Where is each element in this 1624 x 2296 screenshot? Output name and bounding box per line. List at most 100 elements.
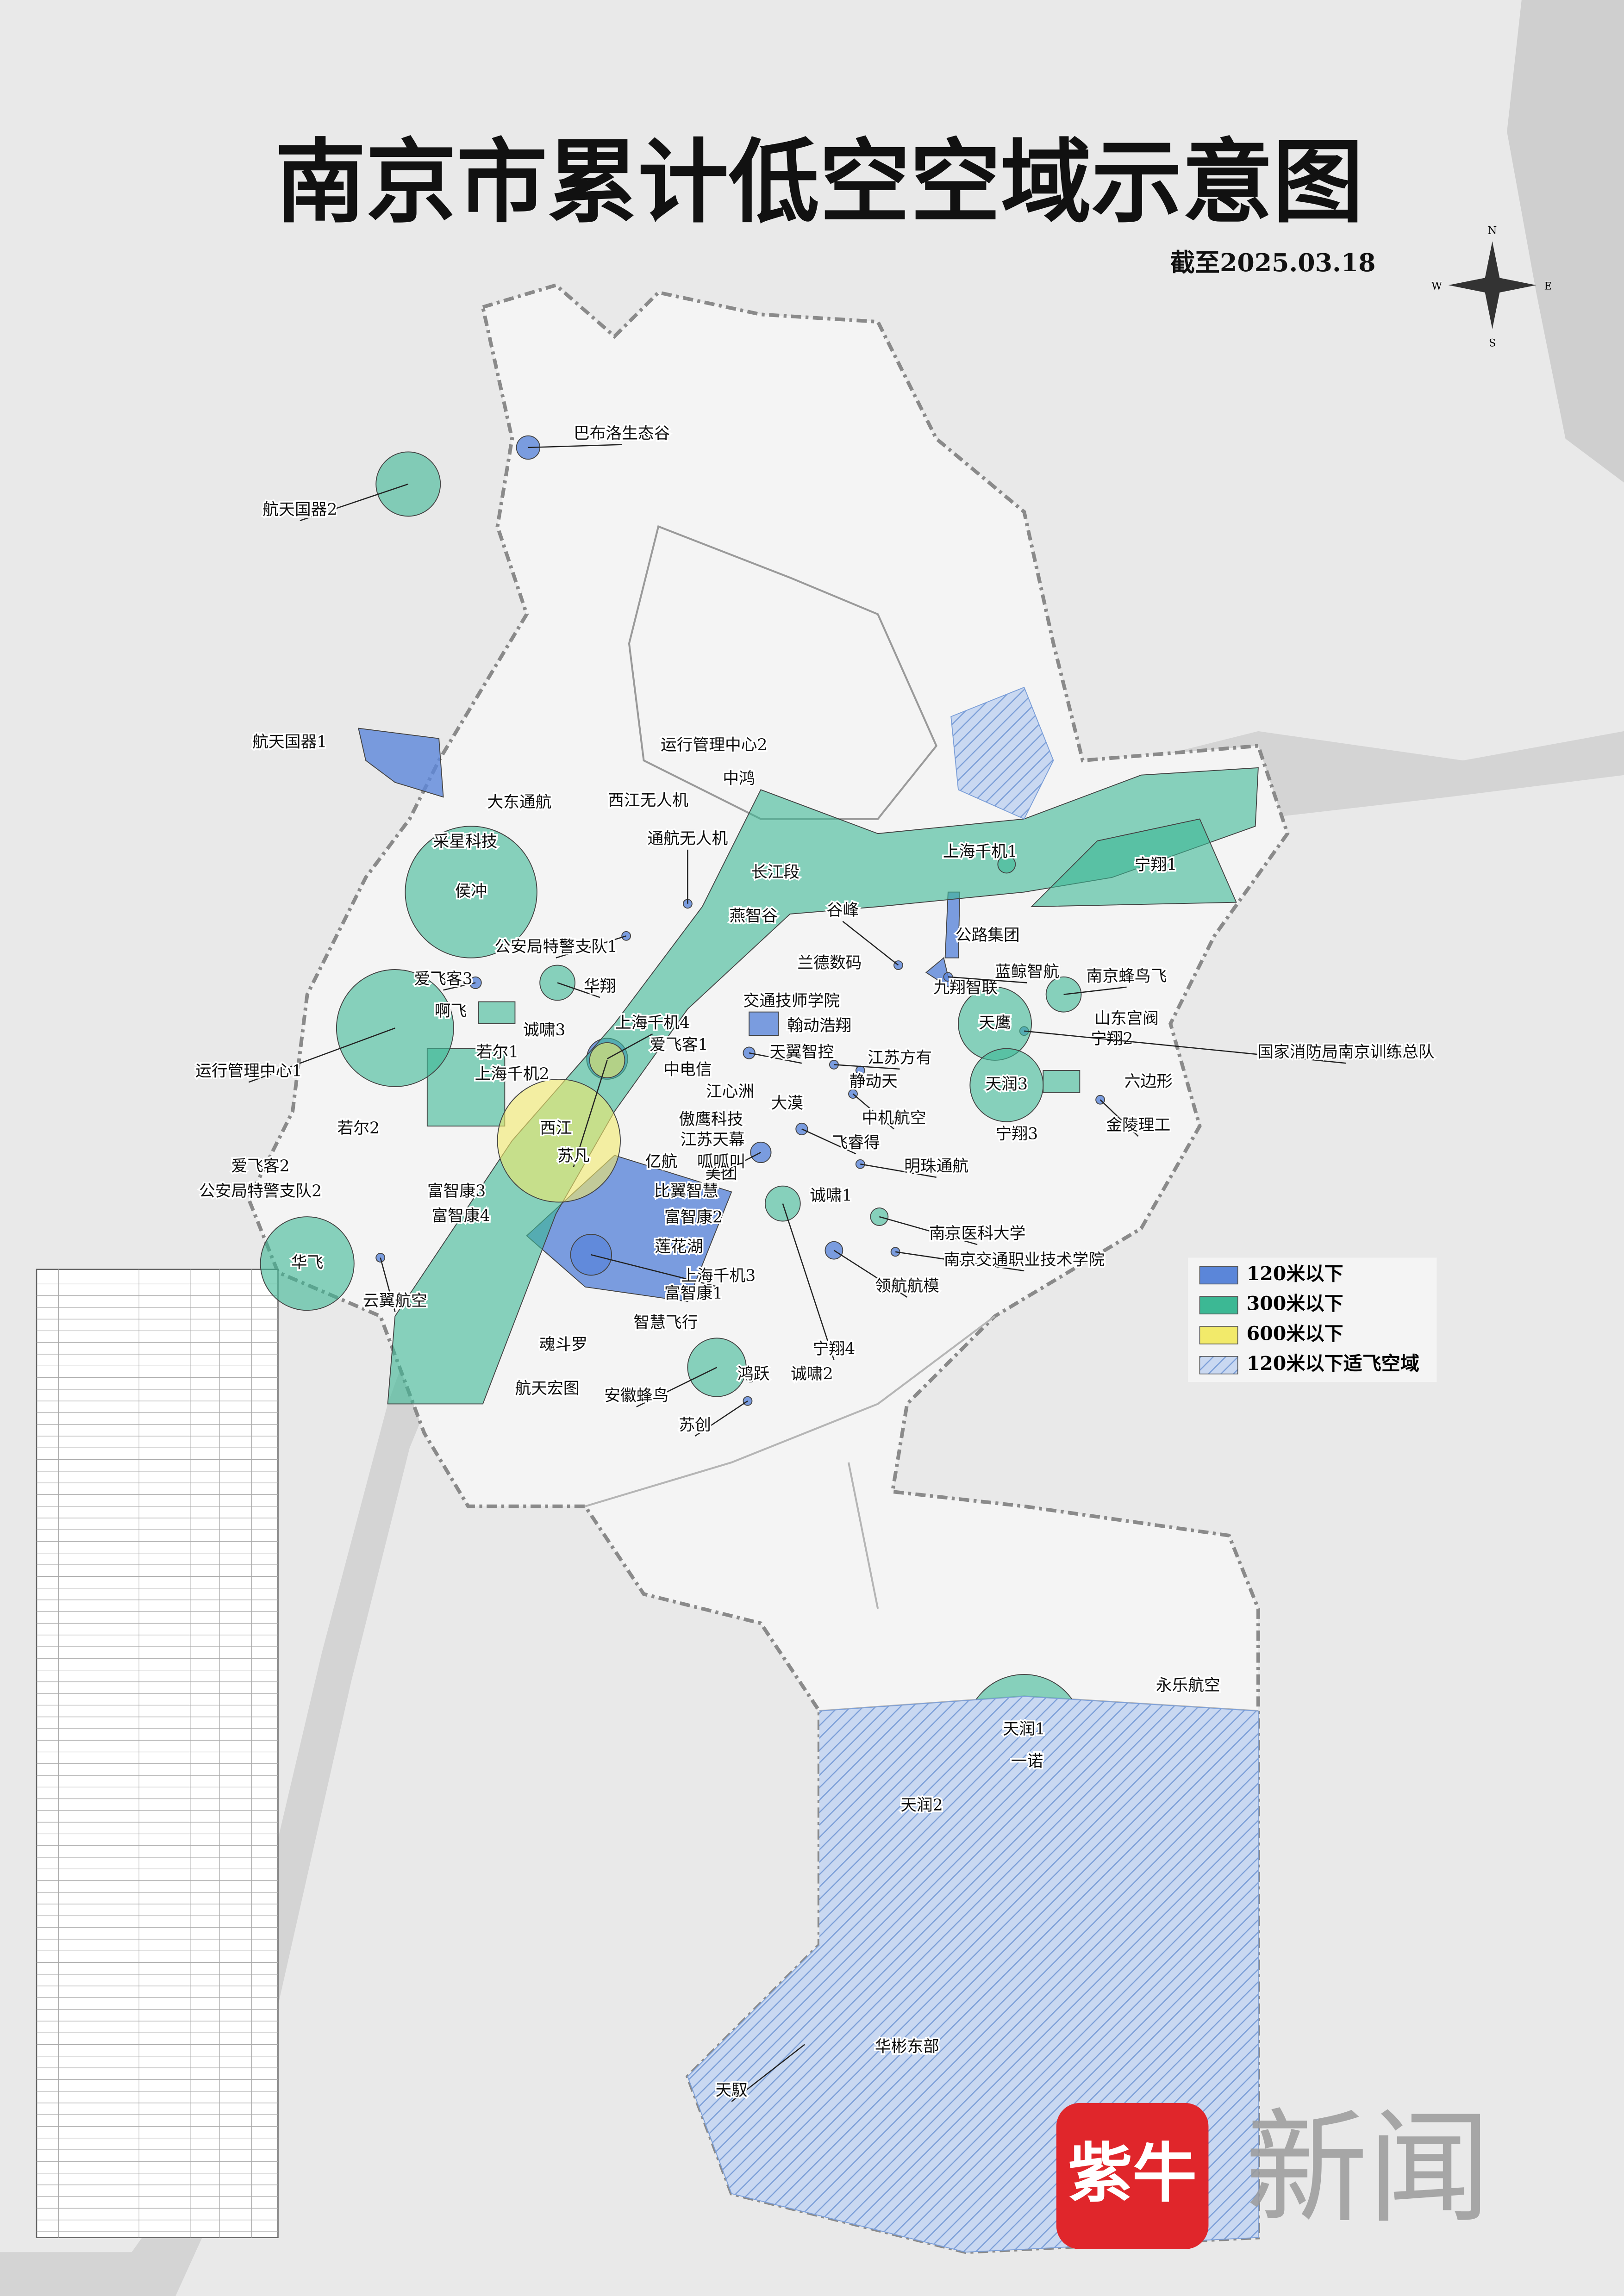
- zone-polygon: [944, 891, 961, 958]
- date: 截至2025.03.18: [1170, 248, 1376, 277]
- zone-label: 富智康3: [427, 1182, 486, 1201]
- zone-label: 云翼航空: [363, 1292, 427, 1310]
- zone-label: 九翔智联: [933, 979, 998, 997]
- zone-label: 兰德数码: [797, 954, 862, 972]
- zone-label: 华飞: [291, 1254, 324, 1272]
- zone-label: 诚啸1: [810, 1186, 852, 1205]
- zone-label: 燕智谷: [729, 907, 777, 926]
- zone-label: 中鸿: [723, 770, 755, 788]
- zone-label: 爱飞客2: [231, 1157, 289, 1176]
- data-table: [36, 1269, 279, 2238]
- zone-label: 天润3: [986, 1075, 1028, 1094]
- leader-line: [606, 1033, 653, 1059]
- legend-label: 300米以下: [1247, 1292, 1343, 1315]
- zone-label: 中电信: [663, 1061, 712, 1079]
- leader-line: [300, 483, 409, 522]
- zone-label: 西江无人机: [608, 791, 688, 810]
- zone-label: 航天国器1: [252, 733, 327, 752]
- legend-swatch: [1199, 1326, 1238, 1344]
- legend-label: 120米以下: [1247, 1262, 1343, 1285]
- leader-line: [1024, 1030, 1346, 1064]
- legend-swatch: [1199, 1266, 1238, 1285]
- leader-line: [248, 1027, 395, 1083]
- zone-label: 国家消防局南京训练总队: [1257, 1043, 1434, 1062]
- zone-circle: [745, 1373, 756, 1383]
- leader-line: [528, 444, 622, 448]
- leader-line: [801, 1128, 856, 1155]
- zone-label: 大东通航: [487, 793, 551, 811]
- zone-label: 航天宏图: [515, 1379, 579, 1398]
- zone-label: 天鹰: [979, 1014, 1011, 1032]
- zone-label: 航天国器2: [262, 500, 337, 519]
- leader-line: [895, 1251, 1024, 1272]
- zone-label: 若尔2: [337, 1119, 380, 1138]
- leader-line: [833, 1250, 908, 1298]
- leader-line: [852, 1093, 894, 1130]
- zone-label: 南京医科大学: [929, 1224, 1026, 1243]
- leader-line: [556, 935, 627, 958]
- legend-label: 120米以下适飞空域: [1247, 1352, 1419, 1375]
- compass-s: S: [1489, 337, 1496, 349]
- zone-label: 南京蜂鸟飞: [1087, 967, 1167, 985]
- district-boundary: [628, 525, 938, 820]
- leader-line: [721, 1151, 761, 1174]
- leader-line: [879, 1216, 978, 1245]
- logo-box: [1056, 2103, 1209, 2249]
- zone-label: 采星科技: [433, 833, 497, 851]
- zone-circle: [375, 1253, 386, 1263]
- zone-label: 运行管理中心1: [195, 1062, 302, 1081]
- zone-label: 诚啸2: [791, 1365, 833, 1383]
- zone-label: 啊飞: [435, 1002, 467, 1020]
- zone-label: 比翼智慧: [654, 1182, 718, 1201]
- zone-label: 明珠通航: [904, 1157, 968, 1176]
- zone-label: 上海千机1: [943, 843, 1018, 861]
- zone-circle: [405, 826, 537, 958]
- zone-label: 长江段: [751, 863, 800, 882]
- zone-label: 魂斗罗: [539, 1336, 587, 1354]
- zone-label: 上海千机2: [475, 1065, 550, 1083]
- leader-line: [380, 1257, 396, 1312]
- leader-line: [573, 1060, 608, 1167]
- zone-label: 智慧飞行: [633, 1313, 698, 1332]
- zone-label: 公安局特警支队2: [199, 1182, 322, 1201]
- zone-label: 傲鹰科技: [679, 1110, 743, 1129]
- zone-label: 华彬东部: [875, 2037, 939, 2056]
- zone-label: 交通技师学院: [743, 992, 840, 1010]
- zone-label: 通航无人机: [647, 829, 728, 848]
- zone-label: 安徽蜂鸟: [604, 1387, 668, 1405]
- compass-w: W: [1431, 280, 1442, 292]
- zone-label: 金陵理工: [1106, 1116, 1170, 1135]
- zone-label: 天馭: [715, 2081, 748, 2100]
- zone-label: 公路集团: [956, 926, 1020, 945]
- zone-label: 上海千机3: [681, 1267, 756, 1285]
- table-grid: [37, 1269, 278, 2238]
- zone-label: 南京交通职业技术学院: [943, 1251, 1105, 1269]
- zone-label: 山东宫阀: [1094, 1009, 1159, 1028]
- legend-swatch: [1199, 1356, 1238, 1375]
- zone-label: 莲花湖: [655, 1238, 703, 1256]
- river: [1507, 0, 1624, 483]
- zone-label: 中机航空: [862, 1109, 926, 1127]
- zone-label: 公安局特警支队1: [494, 938, 617, 956]
- zone-label: 亿航: [645, 1153, 678, 1171]
- leader-line: [557, 982, 600, 998]
- legend-label: 600米以下: [1247, 1322, 1343, 1344]
- zone-label: 美团: [705, 1164, 737, 1183]
- leader-line: [694, 1400, 748, 1437]
- zone-polygon: [950, 686, 1054, 820]
- compass-n: N: [1488, 224, 1497, 236]
- zone-label: 诚啸3: [523, 1021, 566, 1039]
- zone-label: 上海千机4: [615, 1014, 690, 1032]
- title: 南京市累计低空空域示意图: [275, 129, 1363, 236]
- zone-label: 宁翔4: [813, 1340, 856, 1358]
- zone-label: 领航航模: [875, 1277, 939, 1295]
- table-frame: [36, 1269, 279, 2238]
- zone-label: 侯冲: [455, 882, 487, 901]
- zone-label: 富智康4: [431, 1207, 490, 1226]
- zone-label: 呱呱叫: [697, 1153, 745, 1171]
- zone-label: 宁翔1: [1135, 856, 1177, 874]
- watermark: 紫牛 新闻: [1056, 2097, 1491, 2249]
